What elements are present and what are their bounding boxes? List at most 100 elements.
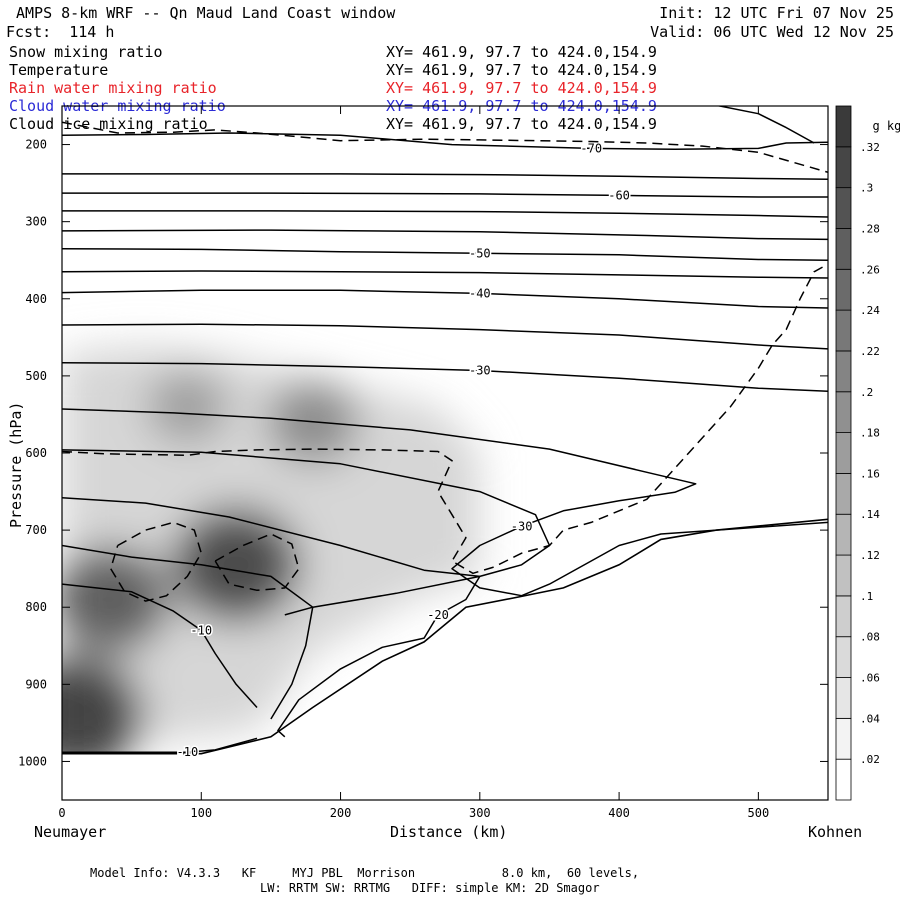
x-end-location: Kohnen xyxy=(808,823,863,841)
temperature-contour-line xyxy=(62,247,828,261)
temperature-contour-line xyxy=(62,192,828,198)
x-tick-label: 200 xyxy=(330,806,352,820)
colorbar-level-label: .06 xyxy=(860,672,880,685)
colorbar-level-label: .04 xyxy=(860,712,880,725)
temperature-contour-line xyxy=(62,544,314,720)
model-info-line2: LW: RRTM SW: RRTMG DIFF: simple KM: 2D S… xyxy=(260,881,600,895)
colorbar-bin xyxy=(835,146,852,189)
colorbar-level-label: .24 xyxy=(860,304,880,317)
colorbar-bin xyxy=(835,432,852,474)
x-tick-label: 100 xyxy=(190,806,212,820)
y-tick-label: 900 xyxy=(25,677,47,691)
cloud-ice-dashed-line xyxy=(62,263,828,575)
colorbar-level-label: .18 xyxy=(860,427,880,440)
y-tick-label: 1000 xyxy=(18,754,47,768)
temperature-contour-label: -10 xyxy=(190,623,212,637)
colorbar-bin xyxy=(835,677,852,719)
cloud-ice-dashed-line xyxy=(214,533,300,592)
temperature-contour-label: -30 xyxy=(511,519,533,533)
y-tick-label: 500 xyxy=(25,369,47,383)
x-tick-label: 400 xyxy=(608,806,630,820)
colorbar-bin xyxy=(835,758,852,801)
x-tick-label: 500 xyxy=(748,806,770,820)
init-time: Init: 12 UTC Fri 07 Nov 25 xyxy=(659,4,894,22)
temperature-contour-line xyxy=(62,289,828,309)
colorbar-level-label: .26 xyxy=(860,263,880,276)
colorbar-bin xyxy=(835,513,852,556)
y-tick-label: 600 xyxy=(25,446,47,460)
colorbar-bin xyxy=(835,105,852,148)
colorbar-bin xyxy=(835,350,852,393)
temperature-contour-label: -70 xyxy=(678,93,700,107)
x-tick-label: 0 xyxy=(58,806,65,820)
colorbar-unit: g kg-1 xyxy=(858,103,900,133)
temperature-contour-line xyxy=(62,132,828,150)
x-start-location: Neumayer xyxy=(34,823,107,841)
colorbar-level-label: .28 xyxy=(860,222,880,235)
temperature-contour-label: -10 xyxy=(177,745,199,759)
field-xy-range: XY= 461.9, 97.7 to 424.0,154.9 xyxy=(386,79,657,97)
y-tick-label: 200 xyxy=(25,138,47,152)
cloud-ice-contours xyxy=(62,121,828,602)
temperature-contour-line xyxy=(62,408,828,597)
forecast-hour: Fcst: 114 h xyxy=(6,23,115,41)
colorbar-level-label: .3 xyxy=(860,182,873,195)
field-name: Snow mixing ratio xyxy=(9,43,163,61)
colorbar-bin xyxy=(835,595,852,638)
y-axis-title: Pressure (hPa) xyxy=(7,401,25,528)
colorbar-level-label: .14 xyxy=(860,508,880,521)
temperature-contour-line xyxy=(62,323,828,350)
temperature-contour-label: -50 xyxy=(469,246,491,260)
y-tick-label: 400 xyxy=(25,292,47,306)
colorbar-bin xyxy=(835,473,852,515)
colorbar-level-label: .16 xyxy=(860,467,880,480)
colorbar-bin xyxy=(835,636,852,678)
colorbar-level-label: .22 xyxy=(860,345,880,358)
colorbar-level-label: .12 xyxy=(860,549,880,562)
temperature-contour-label: -70 xyxy=(580,141,602,155)
snow-maximum xyxy=(146,370,228,444)
map-title: AMPS 8-km WRF -- Qn Maud Land Coast wind… xyxy=(16,4,396,22)
snow-shading-layer xyxy=(62,345,828,800)
snow-maximum xyxy=(172,507,301,623)
field-xy-range: XY= 461.9, 97.7 to 424.0,154.9 xyxy=(386,61,657,79)
temperature-contour-line xyxy=(62,583,258,709)
colorbar-level-label: .2 xyxy=(860,386,873,399)
temperature-contour-line xyxy=(62,270,828,279)
y-tick-label: 800 xyxy=(25,600,47,614)
colorbar-bin xyxy=(835,309,852,352)
temperature-contour-label: -60 xyxy=(608,188,630,202)
valid-time: Valid: 06 UTC Wed 12 Nov 25 xyxy=(650,23,894,41)
temperature-contour-line xyxy=(62,173,828,181)
temperature-contour-line xyxy=(62,496,481,738)
colorbar-bin xyxy=(835,228,852,270)
temperature-contour-line xyxy=(62,210,828,218)
field-xy-range: XY= 461.9, 97.7 to 424.0,154.9 xyxy=(386,115,657,133)
field-name: Temperature xyxy=(9,61,109,79)
snow-maximum xyxy=(62,655,143,776)
temperature-contour-line xyxy=(62,737,258,753)
colorbar-level-label: .02 xyxy=(860,753,880,766)
cloud-ice-dashed-line xyxy=(109,521,203,602)
colorbar-level-label: .1 xyxy=(860,590,873,603)
colorbar-level-label: .08 xyxy=(860,631,880,644)
temperature-contour-line xyxy=(62,362,828,393)
colorbar-bin xyxy=(835,391,852,433)
temperature-contour-line xyxy=(62,229,828,241)
colorbar-bin xyxy=(835,554,852,597)
cloud-ice-dashed-line xyxy=(62,121,828,174)
field-name: Cloud ice mixing ratio xyxy=(9,115,208,133)
model-info-line1: Model Info: V4.3.3 KF MYJ PBL Morrison 8… xyxy=(90,866,640,880)
x-tick-label: 300 xyxy=(469,806,491,820)
field-name: Rain water mixing ratio xyxy=(9,79,217,97)
colorbar-bin xyxy=(835,187,852,229)
field-xy-range: XY= 461.9, 97.7 to 424.0,154.9 xyxy=(386,43,657,61)
colorbar-bin xyxy=(835,268,852,311)
colorbar-level-label: .32 xyxy=(860,141,880,154)
temperature-contours: -70 -70 -60 -50 -40 -30 -30 -20 -10 -10 xyxy=(62,93,828,761)
y-tick-label: 300 xyxy=(25,215,47,229)
temperature-contour-label: -40 xyxy=(469,286,491,300)
snow-shading-blur xyxy=(62,345,480,776)
temperature-contour-line xyxy=(715,106,815,144)
